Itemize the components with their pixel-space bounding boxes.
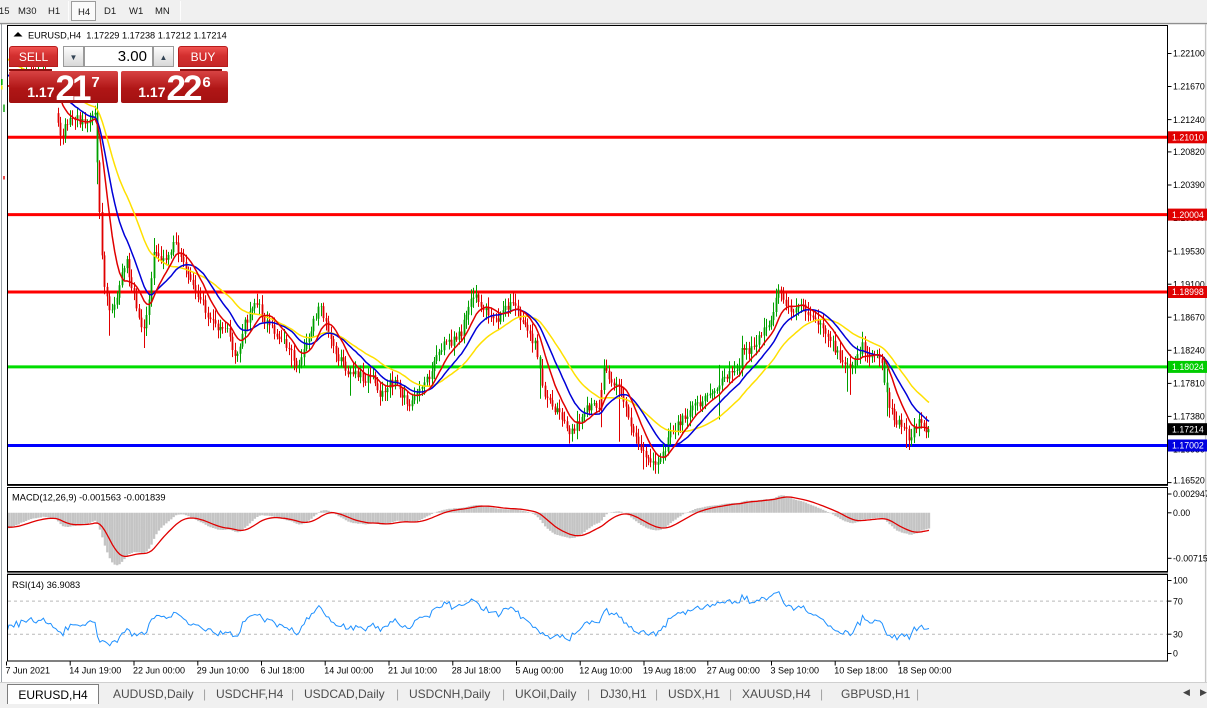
svg-text:1.17002: 1.17002 bbox=[1172, 441, 1204, 451]
svg-text:1.20390: 1.20390 bbox=[1173, 180, 1205, 190]
svg-text:1.22100: 1.22100 bbox=[1173, 49, 1205, 59]
svg-text:28 Jul 18:00: 28 Jul 18:00 bbox=[452, 666, 501, 676]
svg-text:1.19530: 1.19530 bbox=[1173, 246, 1205, 256]
svg-text:19 Aug 18:00: 19 Aug 18:00 bbox=[643, 666, 696, 676]
svg-text:7 Jun 2021: 7 Jun 2021 bbox=[6, 666, 51, 676]
svg-text:1.18024: 1.18024 bbox=[1172, 362, 1204, 372]
svg-text:1.17810: 1.17810 bbox=[1173, 379, 1205, 389]
svg-text:6 Jul 18:00: 6 Jul 18:00 bbox=[261, 666, 305, 676]
svg-text:27 Aug 00:00: 27 Aug 00:00 bbox=[707, 666, 760, 676]
svg-text:3 Sep 10:00: 3 Sep 10:00 bbox=[771, 666, 820, 676]
svg-text:0.00: 0.00 bbox=[1173, 508, 1190, 518]
svg-text:70: 70 bbox=[1173, 596, 1183, 606]
svg-text:0.002947: 0.002947 bbox=[1173, 489, 1207, 499]
svg-text:21 Jul 10:00: 21 Jul 10:00 bbox=[388, 666, 437, 676]
svg-text:-0.00715: -0.00715 bbox=[1173, 554, 1207, 564]
svg-text:100: 100 bbox=[1173, 576, 1188, 586]
svg-text:1.20820: 1.20820 bbox=[1173, 147, 1205, 157]
svg-text:RSI(14) 36.9083: RSI(14) 36.9083 bbox=[12, 580, 80, 590]
svg-text:1.18240: 1.18240 bbox=[1173, 346, 1205, 356]
svg-text:0: 0 bbox=[1173, 649, 1178, 659]
svg-text:5 Aug 00:00: 5 Aug 00:00 bbox=[516, 666, 564, 676]
svg-text:14 Jul 00:00: 14 Jul 00:00 bbox=[324, 666, 373, 676]
svg-text:1.17380: 1.17380 bbox=[1173, 412, 1205, 422]
svg-text:18 Sep 00:00: 18 Sep 00:00 bbox=[898, 666, 952, 676]
svg-text:1.21010: 1.21010 bbox=[1172, 133, 1204, 143]
svg-text:10 Sep 18:00: 10 Sep 18:00 bbox=[834, 666, 888, 676]
svg-text:1.18670: 1.18670 bbox=[1173, 312, 1205, 322]
svg-text:30: 30 bbox=[1173, 629, 1183, 639]
svg-text:22 Jun 00:00: 22 Jun 00:00 bbox=[133, 666, 185, 676]
svg-text:29 Jun 10:00: 29 Jun 10:00 bbox=[197, 666, 249, 676]
svg-text:14 Jun 19:00: 14 Jun 19:00 bbox=[69, 666, 121, 676]
svg-text:12 Aug 10:00: 12 Aug 10:00 bbox=[579, 666, 632, 676]
svg-text:1.21240: 1.21240 bbox=[1173, 115, 1205, 125]
svg-text:1.18998: 1.18998 bbox=[1172, 287, 1204, 297]
svg-text:1.17214: 1.17214 bbox=[1172, 424, 1204, 434]
svg-text:1.16520: 1.16520 bbox=[1173, 476, 1205, 486]
svg-text:1.21670: 1.21670 bbox=[1173, 82, 1205, 92]
svg-text:1.20004: 1.20004 bbox=[1172, 210, 1204, 220]
svg-text:EURUSD,H4 1.17229 1.17238 1.1: EURUSD,H4 1.17229 1.17238 1.17212 1.1721… bbox=[28, 31, 227, 41]
svg-text:1.19100: 1.19100 bbox=[1173, 279, 1205, 289]
svg-text:MACD(12,26,9) -0.001563 -0.001: MACD(12,26,9) -0.001563 -0.001839 bbox=[12, 493, 166, 503]
